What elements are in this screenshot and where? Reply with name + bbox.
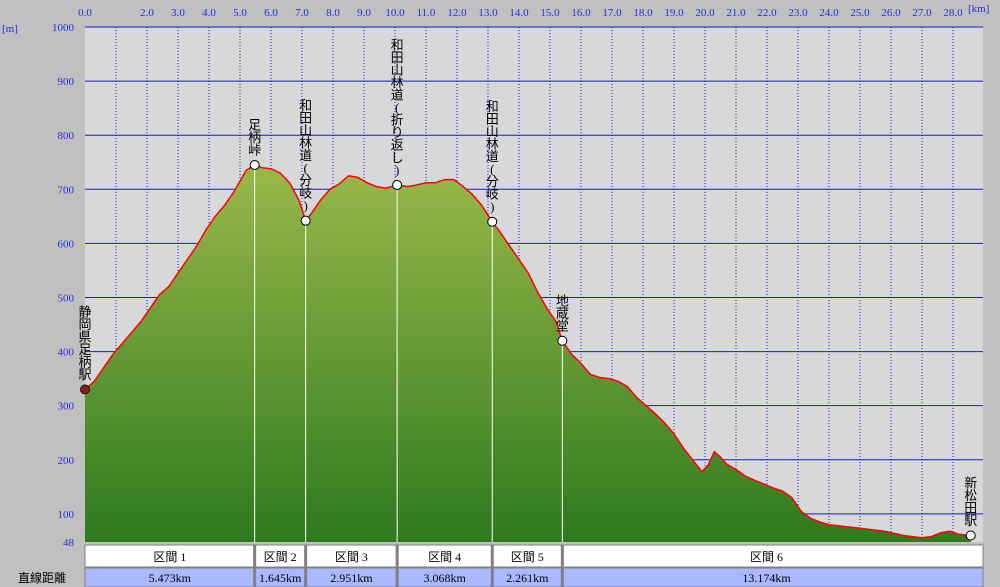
waypoint-marker (557, 335, 568, 346)
section-table: 直線距離 区間 1 5.473km 区間 2 1.645km 区間 3 2.951km 区間 … (18, 544, 984, 587)
y-tick-label: 900 (58, 76, 75, 88)
x-tick-label: 25.0 (850, 7, 870, 19)
y-tick-label: 300 (58, 401, 75, 413)
x-tick-label: 6.0 (264, 7, 278, 19)
x-tick-label: 10.0 (385, 7, 405, 19)
waypoints: 静岡県足柄駅 足柄峠 和田山林道(分岐) 和田山林道(折り返し) 和田山林道(分岐) 地蔵… (78, 37, 977, 541)
x-tick-label: 3.0 (171, 7, 185, 19)
y-tick-label: 400 (58, 347, 75, 359)
x-tick-label: 23.0 (788, 7, 808, 19)
x-tick-label: 28.0 (943, 7, 963, 19)
waypoint-label: 静岡県足柄駅 (78, 304, 91, 382)
x-tick-label: 12.0 (447, 7, 467, 19)
section-label: 区間 6 (750, 550, 783, 564)
y-tick-label: 48 (63, 537, 75, 549)
x-tick-label: 11.0 (417, 7, 436, 19)
elevation-area (85, 164, 971, 542)
section-distance: 1.645km (259, 571, 302, 585)
waypoint-label: 地蔵堂 (556, 293, 569, 333)
distance-row (84, 567, 984, 587)
section-dividers (254, 164, 563, 542)
x-tick-label: 7.0 (295, 7, 309, 19)
x-tick-label: 24.0 (819, 7, 839, 19)
x-tick-label: 18.0 (633, 7, 653, 19)
x-tick-label: 14.0 (509, 7, 529, 19)
y-tick-label: 100 (58, 509, 75, 521)
y-tick-label: 200 (58, 455, 75, 467)
section-row (84, 544, 984, 568)
waypoint-label: 和田山林道(折り返し) (391, 37, 404, 177)
waypoint-marker (300, 215, 311, 226)
y-axis-unit: [m] (2, 23, 18, 35)
waypoint-marker (392, 179, 403, 190)
y-tick-label: 500 (58, 292, 75, 304)
waypoint-marker (487, 216, 498, 227)
y-tick-label: 800 (58, 130, 75, 142)
waypoint-label: 和田山林道(分岐) (299, 98, 312, 213)
x-tick-label: 17.0 (602, 7, 622, 19)
y-tick-label: 600 (58, 238, 75, 250)
elevation-line (84, 164, 971, 539)
section-distance: 3.068km (424, 571, 467, 585)
x-tick-label: 26.0 (881, 7, 901, 19)
x-axis-unit: [km] (968, 3, 989, 15)
x-tick-label: 13.0 (478, 7, 498, 19)
section-distance: 13.174km (742, 571, 791, 585)
section-distance: 5.473km (149, 571, 192, 585)
section-label: 区間 4 (428, 550, 461, 564)
section-label: 区間 1 (153, 550, 186, 564)
section-label: 区間 2 (264, 550, 297, 564)
section-label: 区間 3 (335, 550, 368, 564)
x-axis-ticks: 0.0 2.0 3.0 4.0 5.0 6.0 7.0 8.0 9.0 10.0 11.0 12.0 1… (78, 7, 963, 19)
section-label: 区間 5 (511, 550, 544, 564)
waypoint-label: 新松田駅 (964, 476, 977, 529)
x-tick-label: 0.0 (78, 7, 92, 19)
waypoint-marker (965, 530, 976, 541)
section-distance: 2.261km (506, 571, 549, 585)
y-tick-label: 1000 (52, 22, 75, 34)
x-tick-label: 15.0 (540, 7, 560, 19)
x-tick-label: 27.0 (912, 7, 932, 19)
x-tick-label: 19.0 (664, 7, 684, 19)
x-tick-label: 2.0 (140, 7, 154, 19)
waypoint-label: 和田山林道(分岐) (486, 99, 499, 214)
x-tick-label: 4.0 (202, 7, 216, 19)
section-distance: 2.951km (330, 571, 373, 585)
y-tick-label: 700 (58, 184, 75, 196)
y-axis-ticks: 1000 900 800 700 600 500 400 300 200 100 48 (52, 22, 75, 549)
x-tick-label: 5.0 (233, 7, 247, 19)
x-tick-label: 16.0 (571, 7, 591, 19)
waypoint-label: 足柄峠 (248, 117, 261, 157)
x-tick-label: 22.0 (757, 7, 777, 19)
distance-row-label: 直線距離 (18, 570, 66, 585)
x-tick-label: 20.0 (695, 7, 715, 19)
x-tick-label: 21.0 (726, 7, 746, 19)
waypoint-marker-start (80, 384, 90, 395)
x-tick-label: 9.0 (357, 7, 371, 19)
waypoint-marker (249, 159, 260, 170)
x-tick-label: 8.0 (326, 7, 340, 19)
